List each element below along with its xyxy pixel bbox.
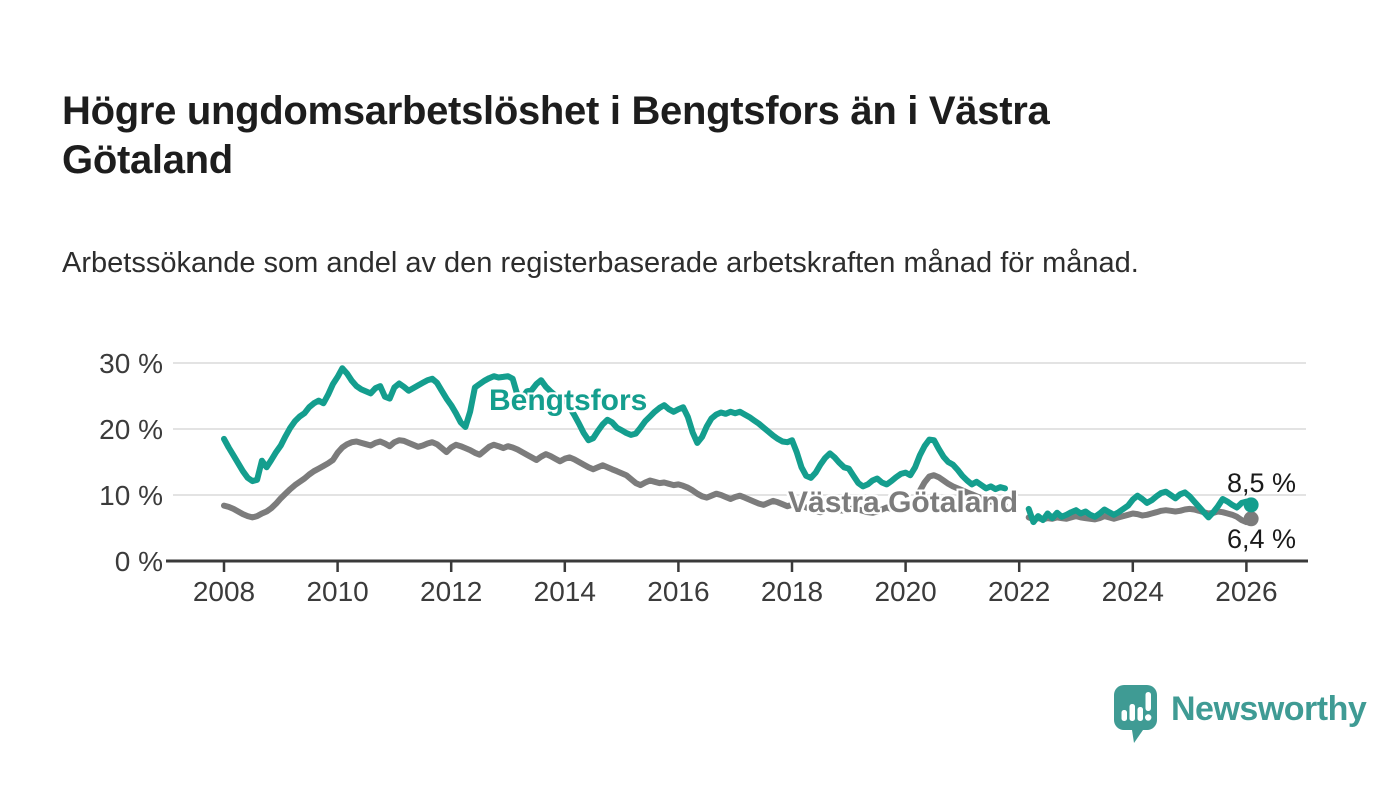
bar-chart-bar-2	[1129, 704, 1135, 721]
x-tick-label-2010: 2010	[306, 576, 368, 607]
exclamation-bar	[1145, 692, 1151, 711]
newsworthy-logo-icon	[1114, 685, 1157, 743]
series-label-vastra-gotaland: Västra Götaland	[788, 486, 1019, 519]
x-tick-label-2016: 2016	[647, 576, 709, 607]
x-tick-label-2014: 2014	[534, 576, 596, 607]
x-tick-label-2008: 2008	[193, 576, 255, 607]
y-tick-label-10: 10 %	[99, 480, 163, 511]
series-label-bengtsfors: Bengtsfors	[489, 384, 648, 417]
exclamation-dot	[1145, 714, 1152, 721]
x-tick-label-2020: 2020	[874, 576, 936, 607]
y-tick-label-0: 0 %	[115, 546, 163, 577]
y-tick-label-30: 30 %	[99, 348, 163, 379]
newsworthy-logo: Newsworthy	[1113, 684, 1367, 744]
x-tick-label-2022: 2022	[988, 576, 1050, 607]
end-value-label-vastra-gotaland: 6,4 %	[1227, 524, 1297, 554]
newsworthy-wordmark: Newsworthy	[1171, 690, 1367, 728]
page-subtitle: Arbetssökande som andel av den registerb…	[62, 247, 1139, 279]
y-tick-label-20: 20 %	[99, 414, 163, 445]
end-value-label-bengtsfors: 8,5 %	[1227, 468, 1297, 498]
bar-chart-bar-1	[1121, 710, 1127, 721]
series-end-dot-bengtsfors	[1243, 497, 1259, 513]
x-tick-label-2026: 2026	[1215, 576, 1277, 607]
series-end-dot-v-stra-g-taland	[1243, 511, 1259, 527]
series-line-bengtsfors	[221, 365, 1255, 526]
bar-chart-bar-3	[1137, 707, 1143, 721]
series-line-v-stra-g-taland	[221, 437, 1255, 526]
x-tick-label-2012: 2012	[420, 576, 482, 607]
x-tick-label-2024: 2024	[1102, 576, 1164, 607]
x-tick-label-2018: 2018	[761, 576, 823, 607]
page-title: Högre ungdomsarbetslöshet i Bengtsfors ä…	[62, 88, 1050, 182]
